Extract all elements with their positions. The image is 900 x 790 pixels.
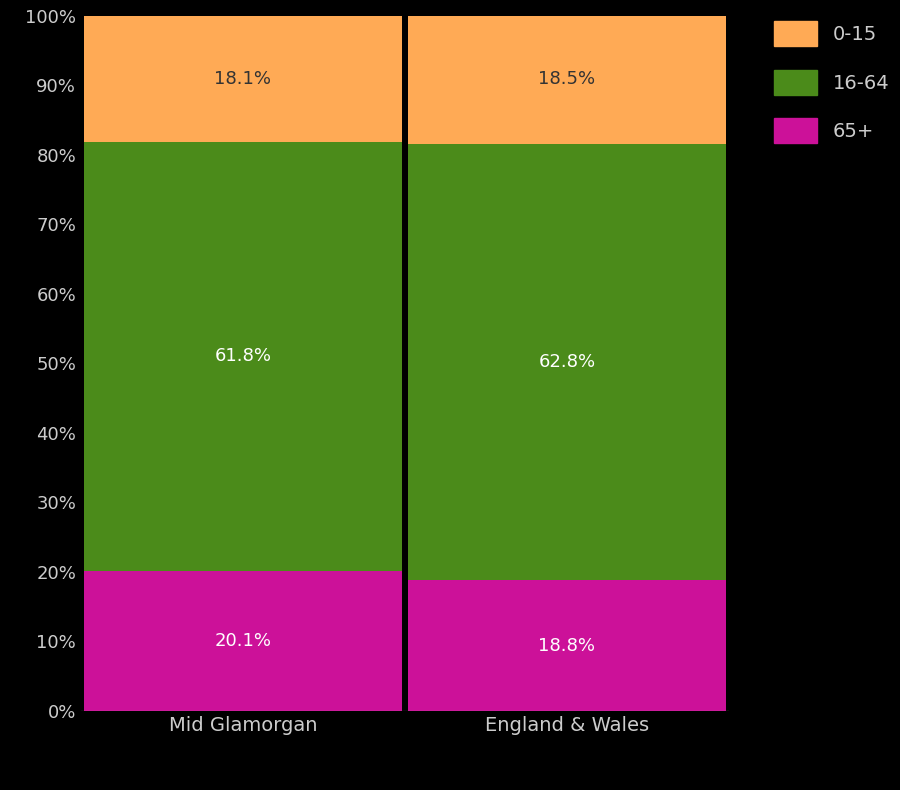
Legend: 0-15, 16-64, 65+: 0-15, 16-64, 65+	[765, 12, 899, 152]
Text: 61.8%: 61.8%	[214, 348, 272, 366]
Bar	[409, 15, 725, 144]
Text: 20.1%: 20.1%	[214, 632, 272, 650]
Bar	[409, 144, 725, 581]
Bar	[85, 16, 401, 141]
Text: 62.8%: 62.8%	[538, 353, 596, 371]
Text: 18.5%: 18.5%	[538, 70, 596, 88]
Bar	[85, 141, 401, 571]
Text: 18.8%: 18.8%	[538, 637, 596, 655]
Text: 18.1%: 18.1%	[214, 70, 272, 88]
Bar	[409, 581, 725, 711]
Bar	[85, 571, 401, 711]
